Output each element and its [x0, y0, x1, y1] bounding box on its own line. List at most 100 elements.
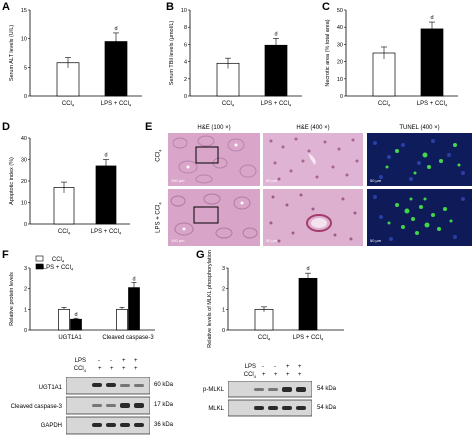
y-tick-label: 3: [222, 266, 225, 272]
y-tick-label: 30: [337, 42, 343, 48]
bar: [53, 187, 75, 225]
y-tick-label: 0: [184, 94, 187, 100]
bar: [128, 287, 140, 331]
blot-f-kda-ugt1a1: 60 kDa: [154, 382, 174, 388]
blot-f-treatment-ccl4: CCl4: [73, 366, 86, 374]
y-tick-label: 20: [337, 60, 343, 66]
chart-f: 0 1 2 3 Relative protein levels d UGT1A1 d Cleav…: [9, 255, 155, 341]
micrograph-he100-ccl4: 100 μm: [168, 133, 260, 186]
bar: [372, 52, 396, 97]
blot-f-sign: +: [110, 366, 114, 372]
blot-f-band-name-gapdh: GAPDH: [40, 423, 62, 429]
y-tick-label: 5: [24, 65, 27, 71]
significance-mark: d: [104, 153, 107, 159]
y-axis-label: Necrotic area (% total area): [325, 19, 331, 86]
y-tick-label: 0: [24, 222, 27, 228]
blot-f-treatment-lps: LPS: [74, 358, 86, 364]
bar: [254, 308, 274, 331]
y-tick-label: 10: [181, 8, 187, 14]
scale-tunel-ccl4: 50 μm: [370, 178, 382, 183]
bar: [298, 277, 318, 331]
blot-f-kda-gapdh: 36 kDa: [154, 422, 174, 428]
y-tick-label: 2: [24, 287, 27, 293]
blot-f-band-name-caspase3: Cleaved caspase-3: [10, 404, 62, 410]
scale-tunel-lps-ccl4: 50 μm: [370, 238, 382, 243]
blot-g-sign: +: [262, 372, 266, 378]
y-axis-label: Serum TBil levels (μmol/L): [169, 21, 175, 86]
micro-title-tunel: TUNEL (400 ×): [399, 125, 440, 131]
legend-swatch: [35, 263, 44, 270]
y-tick-label: 0: [340, 94, 343, 100]
y-tick-label: 2: [184, 77, 187, 83]
micrograph-he100-lps-ccl4: 100 μm: [168, 189, 260, 246]
y-tick-label: 0: [222, 328, 225, 334]
legend-label: CCl4: [52, 257, 65, 264]
blot-f-kda-caspase3: 17 kDa: [154, 402, 174, 408]
significance-mark: d: [74, 312, 77, 318]
chart-d: 0 10 20 30 40 Apoptotic index (%) CCl4 d LPS + C…: [9, 136, 130, 236]
chart-a: 0 5 10 15 Serum ALT levels (U/L) CCl4 d LPS + C…: [9, 8, 142, 108]
micro-title-he400: H&E (400 ×): [296, 125, 330, 131]
legend-swatch: [35, 255, 44, 262]
blot-f-sign: +: [134, 358, 138, 364]
panel-letter-d: D: [2, 121, 10, 133]
blot-f-sign: +: [134, 366, 138, 372]
y-tick-label: 1: [24, 307, 27, 313]
legend-label: LPS + CCl4: [43, 265, 74, 272]
blot-f-image: [66, 377, 150, 435]
blot-g-sign: +: [274, 372, 278, 378]
panel-letter-f: F: [2, 249, 9, 261]
blot-g-sign: -: [262, 364, 264, 370]
bar: [58, 308, 70, 331]
x-tick-label: LPS + CCl4: [101, 101, 132, 108]
y-tick-label: 0: [24, 94, 27, 100]
blot-f-sign: -: [98, 358, 100, 364]
y-axis-label: Apoptotic index (%): [9, 157, 15, 205]
y-tick-label: 2: [222, 287, 225, 293]
blot-g-sign: +: [298, 372, 302, 378]
scale-he100-lps-ccl4: 100 μm: [171, 238, 185, 243]
y-tick-label: 10: [21, 201, 27, 207]
blot-f-sign: +: [122, 358, 126, 364]
micrograph-tunel-lps-ccl4: 50 μm: [367, 189, 472, 246]
blot-g-band-name-mlkl: MLKL: [208, 406, 224, 412]
blot-f-sign: -: [110, 358, 112, 364]
blot-g-sign: +: [298, 364, 302, 370]
significance-mark: d: [132, 276, 135, 282]
panel-letter-g: G: [196, 249, 205, 261]
y-tick-label: 30: [21, 158, 27, 164]
x-tick-label: CCl4: [62, 101, 75, 108]
chart-g: 0 1 2 3 Relative levels of MLKL phosphorylat…: [207, 250, 344, 348]
panel-letter-b: B: [166, 1, 174, 13]
micrograph-he400-ccl4: 50 μm: [263, 133, 363, 186]
blot-f-band-name-ugt1a1: UGT1A1: [38, 385, 62, 391]
scale-he400-ccl4: 50 μm: [266, 178, 278, 183]
blot-g-sign: +: [286, 364, 290, 370]
micro-title-he100: H&E (100 ×): [197, 125, 231, 131]
x-tick-label: Cleaved caspase-3: [102, 335, 154, 341]
x-tick-label: CCl4: [258, 335, 271, 342]
y-tick-label: 20: [21, 179, 27, 185]
y-axis-label: Serum ALT levels (U/L): [9, 25, 15, 82]
blot-g-kda-mlkl: 54 kDa: [317, 405, 337, 411]
panel-letter-c: C: [322, 1, 330, 13]
micro-row-label-lps-ccl4: LPS + CCl4: [155, 202, 163, 233]
blot-g-treatment-lps: LPS: [244, 364, 256, 370]
bar: [264, 44, 288, 97]
y-axis-label: Relative protein levels: [9, 272, 15, 326]
bar: [95, 165, 117, 225]
micro-row-label-ccl4: CCl4: [155, 149, 163, 162]
y-tick-label: 1: [222, 307, 225, 313]
x-tick-label: LPS + CCl4: [417, 101, 448, 108]
y-axis-label: Relative levels of MLKL phosphorylation: [207, 250, 213, 348]
blot-g-kda-pmlkl: 54 kDa: [317, 386, 337, 392]
y-tick-label: 10: [337, 77, 343, 83]
panel-letter-e: E: [145, 121, 153, 133]
blot-g-image: [228, 381, 312, 417]
panel-letter-a: A: [2, 1, 10, 13]
bar: [420, 28, 444, 97]
blot-f-sign: +: [122, 366, 126, 372]
blot-g-sign: +: [286, 372, 290, 378]
micrograph-he400-lps-ccl4: 50 μm: [263, 189, 363, 246]
blot-g-sign: -: [274, 364, 276, 370]
